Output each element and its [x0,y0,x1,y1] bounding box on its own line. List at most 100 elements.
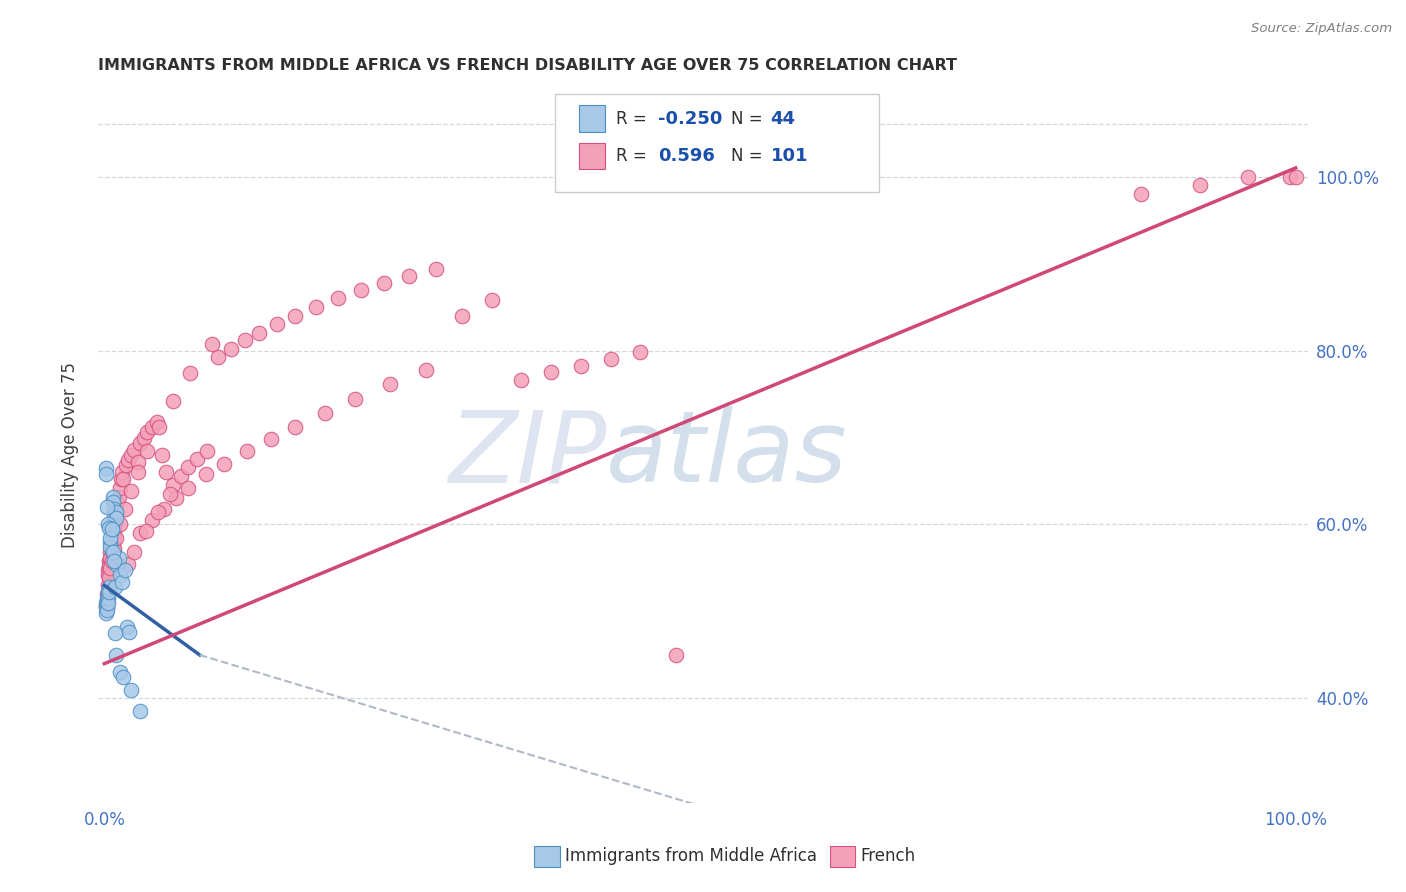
Point [94,467,117,481]
Point [1189,178,1212,193]
Text: 101: 101 [770,147,808,165]
Point [103,524,125,539]
Point [98,554,121,568]
Point [108,568,131,582]
Point [96,591,118,606]
Point [104,626,127,640]
Y-axis label: Disability Age Over 75: Disability Age Over 75 [60,362,79,548]
Point [450,309,472,323]
Point [540,365,562,379]
Point [120,448,142,462]
Point [127,466,149,480]
Point [114,501,136,516]
Point [1129,187,1152,202]
Point [97,568,120,582]
Point [1285,169,1308,184]
Text: 0.596: 0.596 [658,147,714,165]
Point [148,420,170,434]
Point [200,336,222,351]
Point [186,452,208,467]
Point [98,535,121,549]
Text: ZIP: ZIP [449,407,606,503]
Point [101,533,124,548]
Point [98,521,121,535]
Text: R =: R = [616,110,652,128]
Point [117,557,139,571]
Point [177,481,200,495]
Point [94,596,117,610]
Point [97,591,120,605]
Point [247,326,270,341]
Point [236,443,259,458]
Point [103,554,125,568]
Point [212,457,235,471]
Point [108,665,131,680]
Point [96,600,118,615]
Point [96,594,118,608]
Point [97,517,120,532]
Point [100,522,122,536]
Point [162,394,184,409]
Point [98,540,121,554]
Point [97,585,120,599]
Point [105,648,128,662]
Point [132,431,155,445]
Point [101,490,124,504]
Point [107,490,129,504]
Point [373,276,395,290]
Point [100,517,122,532]
Text: -0.250: -0.250 [658,110,723,128]
Text: R =: R = [616,147,657,165]
Text: atlas: atlas [606,407,848,503]
Point [349,283,371,297]
Point [129,705,152,719]
Point [104,580,127,594]
Point [117,453,139,467]
Point [105,503,128,517]
Point [177,460,200,475]
Text: Immigrants from Middle Africa: Immigrants from Middle Africa [565,847,817,865]
Point [326,291,349,305]
Point [103,501,125,516]
Point [105,508,128,523]
Point [94,600,117,615]
Point [101,495,124,509]
Point [100,543,122,558]
Point [179,366,201,380]
Point [136,425,159,440]
Point [103,508,125,522]
Point [111,466,134,480]
Point [599,352,621,367]
Point [101,545,124,559]
Point [195,444,218,458]
Point [112,472,135,486]
Point [114,563,136,577]
Point [108,517,131,532]
Text: 44: 44 [770,110,796,128]
Point [105,505,128,519]
Point [120,682,142,697]
Point [510,373,533,387]
Point [97,563,120,577]
Point [155,466,177,480]
Point [100,554,122,568]
Point [146,415,169,429]
Point [120,484,142,499]
Point [98,580,121,594]
Point [284,420,307,434]
Point [207,350,229,364]
Point [105,532,128,546]
Point [135,524,157,539]
Point [97,578,120,592]
Point [1237,169,1260,184]
Point [1278,169,1301,184]
Point [107,550,129,565]
Point [96,597,118,611]
Point [127,455,149,469]
Point [97,596,120,610]
Point [219,342,242,356]
Point [122,442,145,457]
Point [111,574,134,589]
Point [98,585,121,599]
Point [101,538,124,552]
